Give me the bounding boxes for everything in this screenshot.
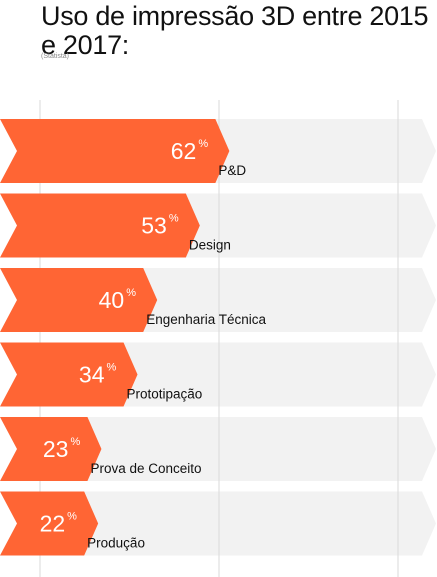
bar [0,268,158,332]
category-label: Design [189,238,231,253]
data-label: 62 [171,138,197,164]
data-label-unit: % [126,287,136,299]
data-label-unit: % [70,436,80,448]
data-label: 53 [141,213,167,239]
category-label: Engenharia Técnica [146,312,266,327]
data-label-unit: % [107,362,117,374]
data-label: 40 [99,287,125,313]
bar [0,119,230,183]
data-label-unit: % [169,213,179,225]
chart-source: (Statista) [41,53,70,60]
data-label: 23 [43,436,69,462]
bar [0,193,200,258]
data-label: 22 [40,511,66,537]
bar [0,417,102,481]
data-label-unit: % [67,511,77,523]
bar-track [0,491,436,556]
data-label-unit: % [198,138,208,150]
chart-title: Uso de impressão 3D entre 2015 e 2017: [41,1,429,60]
category-label: P&D [218,163,246,178]
category-label: Prova de Conceito [90,461,201,476]
category-label: Produção [87,536,145,551]
category-label: Prototipação [127,387,203,402]
bar-track [0,417,436,481]
bar [0,491,99,556]
bar [0,342,138,407]
data-label: 34 [79,362,105,388]
